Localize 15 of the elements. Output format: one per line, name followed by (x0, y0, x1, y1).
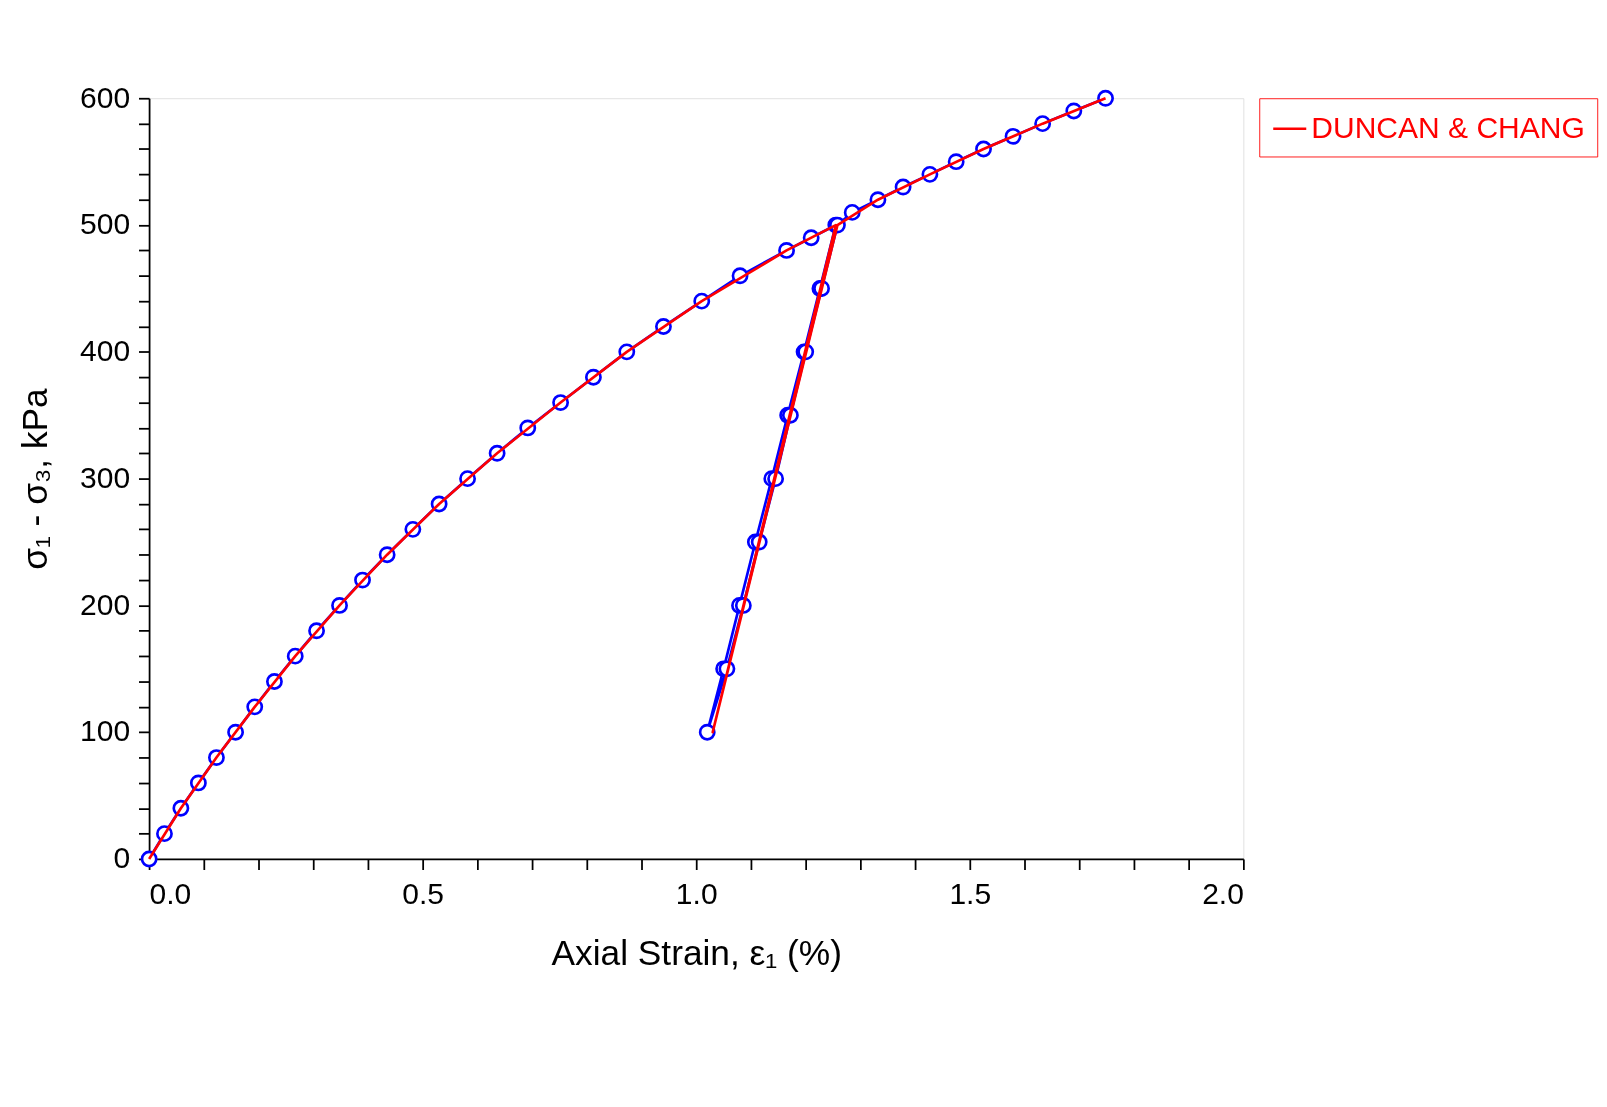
y-axis-title: σ₁ - σ₃, kPa (14, 387, 54, 570)
legend-label: DUNCAN & CHANG (1311, 110, 1585, 144)
x-tick-label: 1.5 (949, 877, 992, 911)
x-tick-label: 1.0 (675, 877, 718, 911)
y-tick-label: 0 (113, 841, 131, 875)
y-tick-label: 300 (80, 460, 131, 494)
y-tick-label: 500 (80, 207, 131, 241)
y-tick-label: 100 (80, 714, 131, 748)
y-tick-label: 400 (80, 334, 131, 368)
x-tick-label: 0.0 (149, 877, 192, 911)
x-tick-label: 0.5 (402, 877, 445, 911)
x-tick-label: 2.0 (1202, 877, 1244, 911)
y-tick-label: 200 (80, 587, 131, 621)
x-axis-title: Axial Strain, ε₁ (%) (551, 933, 842, 973)
y-tick-label: 600 (80, 80, 131, 114)
